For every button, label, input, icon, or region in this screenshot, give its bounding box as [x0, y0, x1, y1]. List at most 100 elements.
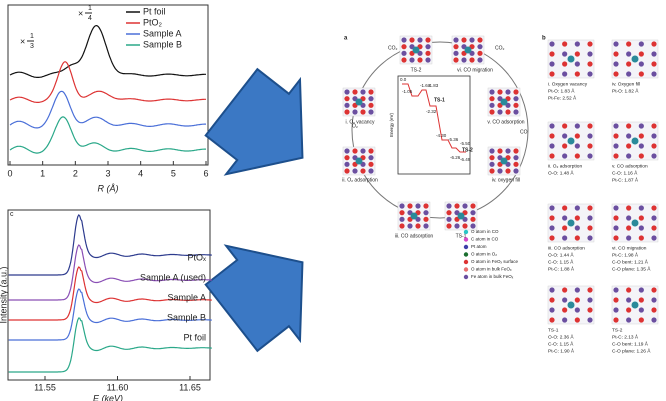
x-tick-label: 5: [171, 168, 176, 178]
atom: [462, 223, 467, 228]
atom: [417, 37, 422, 42]
atom: [409, 37, 414, 42]
atom: [356, 158, 363, 165]
atom: [470, 210, 475, 215]
atom: [613, 297, 618, 302]
atom: [575, 225, 580, 230]
atom: [575, 287, 580, 292]
atom: [613, 143, 618, 148]
atom: [417, 57, 422, 62]
atom: [587, 215, 592, 220]
atom: [489, 162, 494, 167]
state-label: ii. O₂ adsorption: [342, 177, 378, 183]
axis-label: Energy (eV): [389, 112, 394, 137]
atom: [632, 302, 639, 309]
x-tick-label: 3: [105, 168, 110, 178]
atom: [423, 210, 428, 215]
atom: [505, 109, 510, 114]
atom: [489, 109, 494, 114]
atom: [639, 225, 644, 230]
atom: [575, 153, 580, 158]
atom: [513, 155, 518, 160]
atom: [549, 123, 554, 128]
atom: [626, 143, 631, 148]
energy-label: -1.05: [402, 89, 413, 94]
figure: Pt foilPtO₂Sample ASample B×14×130123456…: [0, 0, 666, 401]
atom: [639, 61, 644, 66]
bond-length: Pt-C: 1.98 Å: [612, 251, 639, 258]
atom: [575, 71, 580, 76]
atom: [489, 155, 494, 160]
atom: [626, 133, 631, 138]
atom: [626, 215, 631, 220]
atom: [626, 123, 631, 128]
atom: [562, 153, 567, 158]
atom: [639, 297, 644, 302]
bond-length: C-O plane: 1.26 Å: [612, 347, 651, 354]
energy-label: TS-2: [462, 147, 473, 153]
atom: [489, 168, 494, 173]
atom: [360, 168, 365, 173]
atom: [360, 89, 365, 94]
atom: [549, 61, 554, 66]
energy-label: -1.83: [428, 83, 439, 88]
atom: [411, 213, 418, 220]
bond-length: Pt-C: 1.88 Å: [548, 265, 575, 272]
atom: [549, 225, 554, 230]
atom: [639, 205, 644, 210]
atom: [368, 96, 373, 101]
atom: [639, 123, 644, 128]
molecule-label: CO: [520, 129, 528, 135]
spectrum-line: [10, 91, 206, 128]
atom: [368, 168, 373, 173]
atom: [613, 317, 618, 322]
atom: [549, 153, 554, 158]
x-tick-label: 2: [73, 168, 78, 178]
atom: [549, 143, 554, 148]
legend-text: O atom in O₂: [471, 252, 497, 257]
molecule-label: CO₂: [495, 45, 505, 51]
atom: [626, 41, 631, 46]
bond-length: Pt-Fe: 2.52 Å: [548, 94, 577, 101]
spectrum-line: [9, 318, 212, 372]
atom: [568, 220, 575, 227]
bond-length: O-O: 2.36 Å: [548, 333, 574, 340]
atom: [344, 168, 349, 173]
legend-dot: [464, 267, 468, 271]
atom: [454, 223, 459, 228]
atom: [587, 287, 592, 292]
atom: [549, 297, 554, 302]
legend-dot: [464, 230, 468, 234]
atom: [446, 223, 451, 228]
x-tick-label: 6: [203, 168, 208, 178]
atom: [454, 203, 459, 208]
atom: [613, 153, 618, 158]
atom: [587, 123, 592, 128]
atom: [549, 287, 554, 292]
atom: [632, 56, 639, 63]
atom: [575, 235, 580, 240]
state-label: iv. oxygen fill: [492, 177, 520, 183]
arrow: [195, 55, 340, 205]
atom: [446, 210, 451, 215]
label: ×: [78, 8, 83, 18]
atom: [562, 307, 567, 312]
atom: [513, 103, 518, 108]
state-label: v. CO adsorption: [487, 119, 524, 125]
legend-dot: [464, 252, 468, 256]
atom: [651, 215, 656, 220]
atom: [415, 223, 420, 228]
bond-length: Pt-O: 1.82 Å: [612, 87, 639, 94]
atom: [407, 223, 412, 228]
atom: [639, 41, 644, 46]
atom: [651, 51, 656, 56]
x-tick-label: 4: [138, 168, 143, 178]
state-label: iii. CO adsorption: [548, 245, 585, 251]
atom: [575, 123, 580, 128]
atom: [368, 109, 373, 114]
legend-text: Fe atom in bulk FeOₓ: [471, 274, 514, 279]
atom: [423, 203, 428, 208]
atom: [639, 287, 644, 292]
atom: [562, 61, 567, 66]
atom: [651, 61, 656, 66]
